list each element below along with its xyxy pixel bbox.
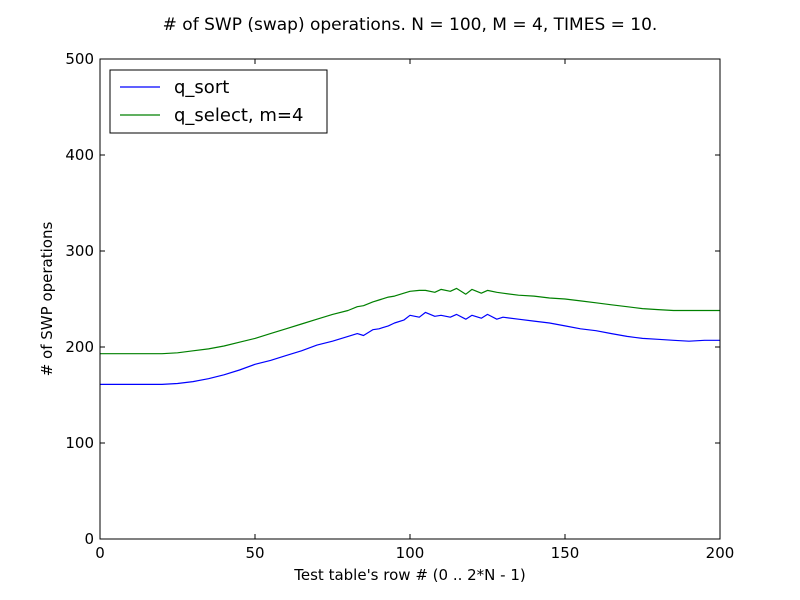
y-tick-label: 300 — [65, 242, 94, 260]
legend-label-q-sort: q_sort — [174, 77, 229, 98]
series-line-q-select — [100, 287, 720, 355]
x-axis-ticks: 0 50 100 150 200 — [95, 59, 734, 562]
y-tick-label: 500 — [65, 50, 94, 68]
x-tick-label: 150 — [551, 544, 580, 562]
y-tick-label: 0 — [84, 530, 94, 548]
x-tick-label: 50 — [245, 544, 264, 562]
legend: q_sort q_select, m=4 — [109, 69, 328, 134]
x-tick-label: 200 — [706, 544, 735, 562]
x-tick-label: 100 — [396, 544, 425, 562]
y-axis-ticks: 0 100 200 300 400 500 — [65, 50, 720, 548]
chart-title: # of SWP (swap) operations. N = 100, M =… — [163, 15, 658, 35]
x-tick-label: 0 — [95, 544, 105, 562]
y-axis-label: # of SWP operations — [38, 222, 56, 377]
legend-label-q-select: q_select, m=4 — [174, 105, 303, 126]
series-layer — [100, 287, 720, 385]
series-line-q-sort — [100, 311, 720, 385]
y-tick-label: 400 — [65, 146, 94, 164]
y-tick-label: 100 — [65, 434, 94, 452]
legend-box — [109, 69, 328, 134]
y-tick-label: 200 — [65, 338, 94, 356]
x-axis-label: Test table's row # (0 .. 2*N - 1) — [293, 566, 525, 584]
